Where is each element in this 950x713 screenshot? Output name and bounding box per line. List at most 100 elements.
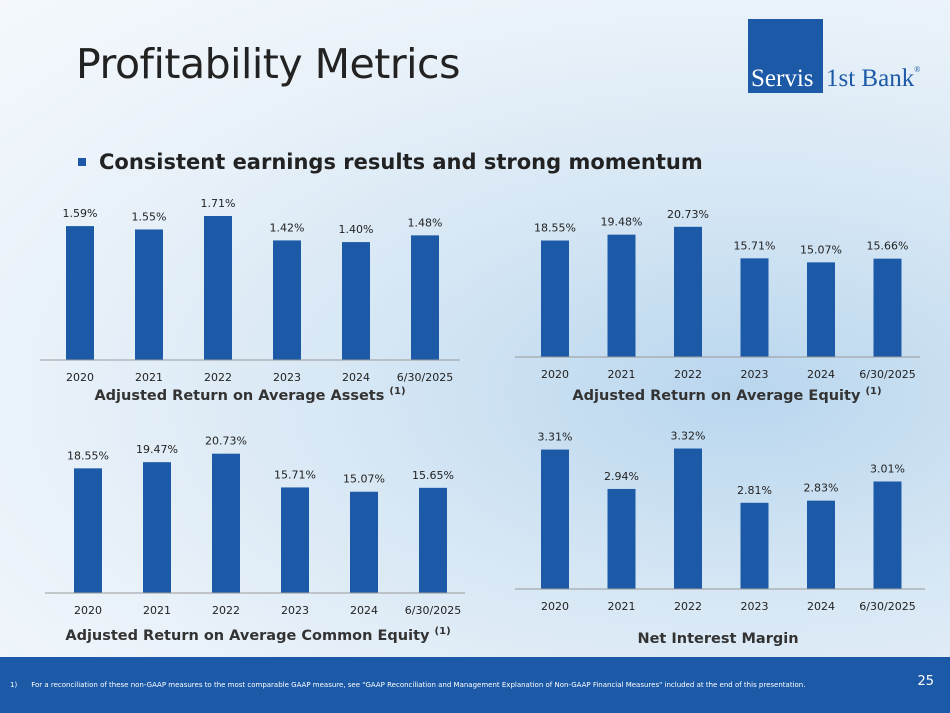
chart-roae-title-note: (1): [865, 386, 882, 397]
roae-category-label-0: 2020: [541, 368, 569, 381]
roaa-value-label-3: 1.42%: [270, 221, 305, 234]
roace-bar-1: [143, 462, 171, 593]
nim-bar-0: [541, 449, 569, 589]
roace-value-label-3: 15.71%: [274, 468, 316, 481]
roae-bar-3: [740, 258, 769, 357]
nim-value-label-1: 2.94%: [604, 470, 639, 483]
roace-bar-2: [212, 453, 240, 593]
roaa-bar-2: [204, 216, 232, 360]
roae-category-label-1: 2021: [608, 368, 636, 381]
roaa-bar-1: [135, 229, 163, 360]
roaa-category-label-4: 2024: [342, 371, 370, 384]
roae-value-label-2: 20.73%: [667, 208, 709, 221]
nim-category-label-0: 2020: [541, 600, 569, 613]
roaa-bar-5: [411, 235, 439, 360]
roae-value-label-0: 18.55%: [534, 222, 576, 235]
nim-category-label-1: 2021: [608, 600, 636, 613]
nim-category-label-3: 2023: [741, 600, 769, 613]
roaa-bar-4: [342, 242, 370, 360]
page-title: Profitability Metrics: [76, 40, 460, 88]
nim-value-label-3: 2.81%: [737, 484, 772, 497]
chart-roace-svg: 18.55% 2020 19.47% 2021 20.73% 2022 15.71% 2023…: [45, 435, 465, 617]
roaa-category-label-0: 2020: [66, 371, 94, 384]
footnote: 1) For a reconciliation of these non-GAAP…: [10, 681, 805, 689]
chart-nim-title: Net Interest Margin: [637, 629, 798, 647]
nim-bar-3: [740, 502, 769, 589]
roaa-category-label-2: 2022: [204, 371, 232, 384]
roaa-value-label-5: 1.48%: [408, 216, 443, 229]
chart-roaa-title-text: Adjusted Return on Average Assets: [94, 387, 385, 404]
key-point: Consistent earnings results and strong m…: [78, 150, 703, 174]
page-number: 25: [917, 674, 934, 689]
roace-category-label-0: 2020: [74, 604, 102, 617]
logo-box: [748, 19, 823, 93]
roaa-value-label-0: 1.59%: [63, 207, 98, 220]
roaa-bar-3: [273, 240, 301, 360]
roaa-value-label-1: 1.55%: [132, 210, 167, 223]
roace-bar-5: [419, 487, 447, 593]
nim-category-label-5: 6/30/2025: [859, 600, 915, 613]
chart-nim: 3.31% 2020 2.94% 2021 3.32% 2022 2.81% 2023 2.83…: [515, 415, 925, 650]
logo-text-servis: Servis: [751, 65, 814, 92]
roae-bar-0: [541, 240, 569, 357]
chart-roaa-svg: 1.59% 2020 1.55% 2021 1.71% 2022 1.42% 2023 1.40…: [40, 197, 460, 384]
roaa-category-label-1: 2021: [135, 371, 163, 384]
roae-bar-5: [873, 258, 902, 357]
nim-bar-4: [807, 500, 835, 589]
chart-roace: 18.55% 2020 19.47% 2021 20.73% 2022 15.71% 2023…: [45, 425, 465, 650]
chart-roace-title: Adjusted Return on Average Common Equity…: [65, 626, 450, 644]
footnote-text: For a reconciliation of these non-GAAP m…: [31, 681, 806, 689]
roae-category-label-3: 2023: [741, 368, 769, 381]
roace-value-label-5: 15.65%: [412, 469, 454, 482]
roace-category-label-5: 6/30/2025: [405, 604, 461, 617]
roace-category-label-3: 2023: [281, 604, 309, 617]
footnote-number: 1): [10, 681, 18, 689]
chart-roae-title-text: Adjusted Return on Average Equity: [572, 387, 861, 404]
roace-bar-4: [350, 491, 378, 593]
chart-nim-title-text: Net Interest Margin: [637, 630, 799, 647]
roae-value-label-1: 19.48%: [601, 216, 643, 229]
nim-value-label-0: 3.31%: [538, 431, 573, 444]
bank-logo: Servis 1st Bank®: [748, 19, 925, 93]
chart-nim-svg: 3.31% 2020 2.94% 2021 3.32% 2022 2.81% 2023 2.83…: [515, 430, 925, 613]
chart-roae-title: Adjusted Return on Average Equity (1): [572, 386, 881, 404]
roace-category-label-1: 2021: [143, 604, 171, 617]
chart-roaa: 1.59% 2020 1.55% 2021 1.71% 2022 1.42% 2023 1.40…: [40, 197, 460, 420]
roace-bar-3: [281, 487, 309, 593]
roace-value-label-2: 20.73%: [205, 435, 247, 448]
roae-category-label-4: 2024: [807, 368, 835, 381]
chart-roae: 18.55% 2020 19.48% 2021 20.73% 2022 15.71% 2023…: [515, 200, 920, 420]
chart-roaa-title-note: (1): [389, 386, 406, 397]
roace-bar-0: [74, 468, 102, 593]
roace-value-label-4: 15.07%: [343, 473, 385, 486]
roae-bar-2: [674, 226, 702, 357]
roace-category-label-2: 2022: [212, 604, 240, 617]
roae-category-label-2: 2022: [674, 368, 702, 381]
roaa-category-label-3: 2023: [273, 371, 301, 384]
nim-bar-1: [607, 488, 636, 589]
roae-value-label-3: 15.71%: [734, 239, 776, 252]
roae-value-label-4: 15.07%: [800, 243, 842, 256]
chart-roae-svg: 18.55% 2020 19.48% 2021 20.73% 2022 15.71% 2023…: [515, 208, 920, 381]
chart-roace-title-text: Adjusted Return on Average Common Equity: [65, 627, 430, 644]
roae-bar-4: [807, 262, 835, 357]
roaa-value-label-2: 1.71%: [201, 197, 236, 210]
footer-bar: 1) For a reconciliation of these non-GAAP…: [0, 657, 950, 713]
roae-category-label-5: 6/30/2025: [859, 368, 915, 381]
roaa-bar-0: [66, 226, 94, 360]
nim-value-label-5: 3.01%: [870, 463, 905, 476]
nim-category-label-4: 2024: [807, 600, 835, 613]
roaa-value-label-4: 1.40%: [339, 223, 374, 236]
roaa-category-label-5: 6/30/2025: [397, 371, 453, 384]
nim-bar-5: [873, 481, 902, 589]
key-point-text: Consistent earnings results and strong m…: [99, 150, 703, 174]
roae-bar-1: [607, 234, 636, 357]
roace-category-label-4: 2024: [350, 604, 378, 617]
registered-mark: ®: [914, 65, 921, 74]
chart-roace-title-note: (1): [434, 626, 451, 637]
nim-value-label-4: 2.83%: [804, 482, 839, 495]
logo-text-bank: 1st Bank®: [826, 65, 920, 93]
square-bullet-icon: [78, 158, 86, 166]
chart-roaa-title: Adjusted Return on Average Assets (1): [94, 386, 405, 404]
nim-value-label-2: 3.32%: [671, 430, 706, 443]
